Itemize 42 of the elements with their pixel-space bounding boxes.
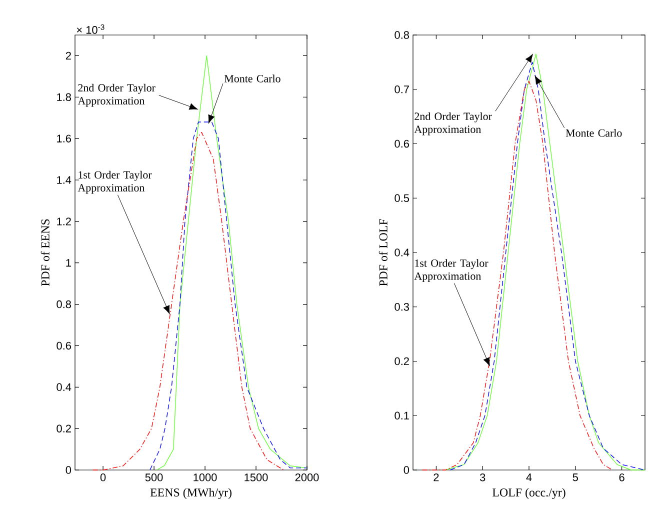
x-tick-label: 1500 <box>244 474 268 482</box>
x-tick-label: 3 <box>480 474 486 482</box>
y-tick-label: 2 <box>66 52 71 60</box>
y-axis-title: PDF of EENS <box>40 219 50 286</box>
y-tick-label: 1.8 <box>57 93 71 102</box>
x-tick-label: 2 <box>434 474 439 482</box>
x-axis-title: EENS (MWh/yr) <box>150 488 232 499</box>
y-tick-label: 0.7 <box>394 86 409 94</box>
annotation: Monte Carlo <box>224 74 280 82</box>
annotation: 2nd Order Taylor Approximation <box>78 84 156 107</box>
x-tick-label: 2000 <box>295 474 319 482</box>
x-tick-label: 5 <box>572 474 578 482</box>
y-axis-title: PDF of LOLF <box>378 219 388 286</box>
y-tick-label: 0.6 <box>394 140 409 148</box>
y-tick-label: 0.2 <box>56 424 71 432</box>
x-tick-label: 4 <box>526 474 532 482</box>
annotation: Monte Carlo <box>566 129 622 137</box>
y-tick-label: 1.6 <box>57 134 71 142</box>
y-tick-label: 1.2 <box>57 218 71 226</box>
y-tick-label: 0.1 <box>394 412 409 420</box>
x-tick-label: 500 <box>145 474 163 482</box>
y-tick-label: 0.4 <box>394 248 410 256</box>
y-tick-label: 0.3 <box>394 303 409 311</box>
annotation: 1st Order Taylor Approximation <box>78 170 152 194</box>
x-tick-label: 0 <box>100 474 106 482</box>
x-tick-label: 1000 <box>194 474 217 482</box>
y-tick-label: 0 <box>404 466 410 474</box>
annotation: 1st Order Taylor Approximation <box>414 259 488 282</box>
annotation: 2nd Order Taylor Approximation <box>414 112 492 136</box>
y-tick-label: 0.8 <box>56 300 71 308</box>
x-tick-label: 6 <box>619 474 624 482</box>
text: × 10$^{-3}$ <box>76 24 104 34</box>
y-tick-label: 1.4 <box>57 176 72 184</box>
y-tick-label: 0.6 <box>56 342 71 350</box>
y-tick-label: 0.8 <box>394 31 409 39</box>
line-series <box>156 55 308 470</box>
x-axis-title: LOLF (occ./yr) <box>492 488 566 499</box>
y-tick-label: 0.2 <box>394 357 409 366</box>
y-tick-label: 1 <box>66 259 71 267</box>
y-tick-label: 0.5 <box>394 194 410 202</box>
y-tick-label: 0.4 <box>56 383 72 392</box>
y-tick-label: 0 <box>66 466 72 474</box>
